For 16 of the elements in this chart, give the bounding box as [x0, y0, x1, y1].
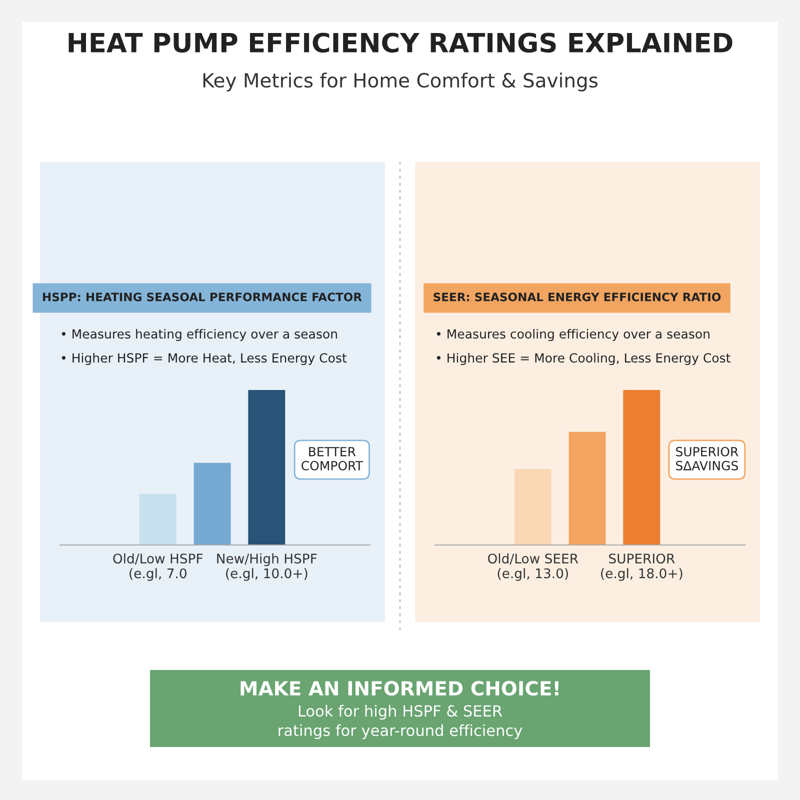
text: MAKE AN INFORMED CHOICE! — [240, 680, 558, 696]
x-tick-label: Old/Low SEER (e.gl, 13.0) — [488, 553, 578, 581]
text: SUPERIOR SΔAVINGS — [676, 446, 738, 470]
text: • Higher SEE = More Cooling, Less Energy Cost — [436, 352, 730, 366]
text: • Measures cooling efficiency over a season — [436, 328, 710, 342]
x-tick-label: SUPERIOR (e.gl, 18.0+) — [601, 554, 682, 581]
chart-title: HSPP: HEATING SEASOAL PERFORMANCE FACTOR — [43, 292, 362, 302]
text: Look for high HSPF & SEER ratings for year-round efficiency — [278, 704, 522, 740]
chart-title: SEER: SEASONAL ENERGY EFFICIENCY RATIO — [434, 292, 721, 302]
text: HEAT PUMP EFFICIENCY RATINGS EXPLAINED — [68, 32, 732, 53]
text: BETTER COMPORT — [302, 447, 364, 470]
text: Key Metrics for Home Comfort & Savings — [203, 72, 598, 92]
x-tick-label: Old/Low HSPF (e.gl, 7.0 — [113, 553, 203, 581]
text: • Measures heating efficiency over a season — [62, 328, 337, 342]
x-tick-label: New/High HSPF (e.gl, 10.0+) — [217, 553, 317, 581]
text: • Higher HSPF = More Heat, Less Energy Cost — [62, 352, 347, 366]
